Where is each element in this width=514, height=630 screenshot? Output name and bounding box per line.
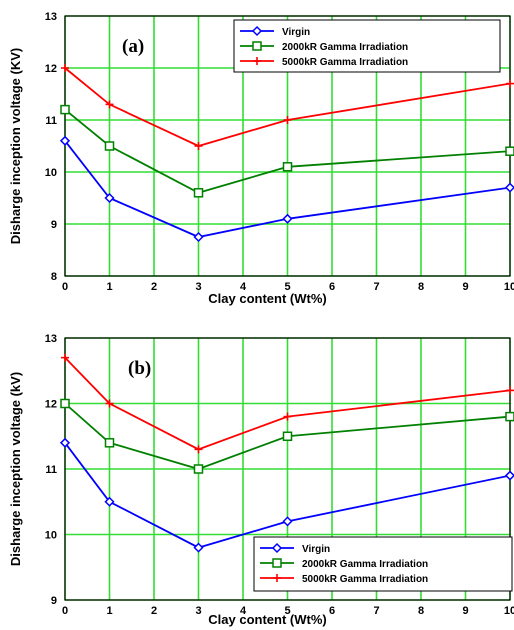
data-point: [193, 542, 204, 553]
plot-frame: [64, 337, 511, 601]
data-point: [282, 431, 293, 441]
y-tick-label: 11: [45, 464, 57, 476]
x-tick-label: 3: [195, 281, 201, 293]
y-tick-label: 10: [45, 530, 57, 542]
legend: Virgin 2000kR Gamma Irradiation 5000kR Gam…: [233, 19, 501, 73]
y-tick-label: 13: [45, 333, 57, 345]
legend-label: 5000kR Gamma Irradiation: [302, 574, 428, 585]
data-point: [506, 79, 514, 88]
x-tick-label: 7: [373, 605, 379, 617]
y-tick-label: 9: [51, 595, 57, 607]
data-point: [194, 445, 203, 454]
data-point: [193, 464, 204, 474]
legend-marker: [273, 574, 281, 582]
y-axis-label: Disharge inception voltage (kV): [8, 372, 23, 566]
data-point: [504, 470, 514, 481]
x-tick-label: 9: [462, 605, 468, 617]
y-tick-label: 12: [45, 63, 57, 75]
legend-item: 5000kR Gamma Irradiation: [260, 574, 428, 585]
data-point: [282, 213, 293, 224]
y-tick-label: 8: [51, 271, 57, 283]
data-point: [104, 438, 115, 448]
x-tick-label: 1: [106, 281, 112, 293]
panel-label: (b): [128, 358, 151, 379]
legend-marker: [272, 558, 282, 568]
x-tick-label: 2: [151, 605, 157, 617]
y-tick-label: 12: [45, 399, 57, 411]
x-axis-label: Clay content (Wt%): [208, 612, 326, 627]
x-tick-label: 8: [418, 605, 424, 617]
data-point: [283, 412, 292, 421]
data-point: [59, 135, 71, 146]
legend: Virgin 2000kR Gamma Irradiation 5000kR Gam…: [253, 536, 513, 592]
x-tick-label: 5: [284, 605, 290, 617]
data-point: [282, 162, 293, 172]
plot-frame: [64, 15, 511, 277]
data-point: [105, 100, 114, 109]
legend-box: [233, 19, 501, 73]
x-tick-label: 5: [284, 281, 290, 293]
data-point: [61, 64, 69, 72]
x-axis-label: Clay content (Wt%): [208, 291, 326, 306]
x-tick-label: 7: [373, 281, 379, 293]
data-point: [193, 188, 204, 198]
y-tick-label: 13: [45, 11, 57, 23]
legend-label: 2000kR Gamma Irradiation: [282, 42, 408, 53]
panel-label: (a): [122, 36, 144, 57]
legend-item: Virgin: [240, 25, 310, 38]
data-point: [60, 104, 70, 115]
legend-label: Virgin: [282, 27, 310, 38]
legend-box: [253, 536, 513, 592]
y-tick-label: 10: [45, 167, 57, 179]
legend-marker: [252, 41, 262, 51]
data-point: [194, 142, 203, 150]
legend-label: Virgin: [302, 544, 330, 555]
data-point: [60, 398, 70, 409]
x-tick-label: 10: [504, 281, 514, 293]
x-tick-label: 4: [240, 605, 247, 617]
y-axis-label: Disharge inception voltage (KV): [8, 48, 23, 244]
x-tick-label: 9: [462, 281, 468, 293]
legend-item: 2000kR Gamma Irradiation: [260, 558, 428, 570]
data-point: [104, 496, 115, 507]
data-point: [504, 182, 514, 193]
data-point: [59, 437, 71, 448]
x-tick-label: 2: [151, 281, 157, 293]
x-tick-label: 1: [106, 605, 112, 617]
data-point: [505, 146, 514, 156]
data-point: [104, 192, 115, 204]
x-tick-label: 6: [329, 605, 335, 617]
legend-label: 2000kR Gamma Irradiation: [302, 559, 428, 570]
data-point: [105, 399, 114, 408]
data-point: [506, 386, 514, 395]
legend-marker: [253, 57, 261, 65]
x-tick-label: 3: [195, 605, 201, 617]
x-tick-label: 10: [504, 605, 514, 617]
data-point: [104, 141, 115, 151]
x-tick-label: 8: [418, 281, 424, 293]
data-point: [61, 353, 69, 362]
legend-item: Virgin: [260, 542, 330, 555]
x-tick-label: 0: [62, 605, 68, 617]
legend-item: 5000kR Gamma Irradiation: [240, 57, 408, 68]
data-point: [193, 231, 204, 243]
y-tick-label: 9: [51, 219, 57, 231]
data-point: [283, 116, 292, 124]
x-tick-label: 4: [240, 281, 247, 293]
legend-item: 2000kR Gamma Irradiation: [240, 41, 408, 53]
y-tick-label: 11: [45, 115, 57, 127]
data-point: [282, 516, 293, 527]
legend-marker: [251, 25, 263, 37]
x-tick-label: 6: [329, 281, 335, 293]
data-point: [505, 411, 514, 422]
x-tick-label: 0: [62, 281, 68, 293]
legend-marker: [271, 542, 283, 554]
legend-label: 5000kR Gamma Irradiation: [282, 57, 408, 68]
